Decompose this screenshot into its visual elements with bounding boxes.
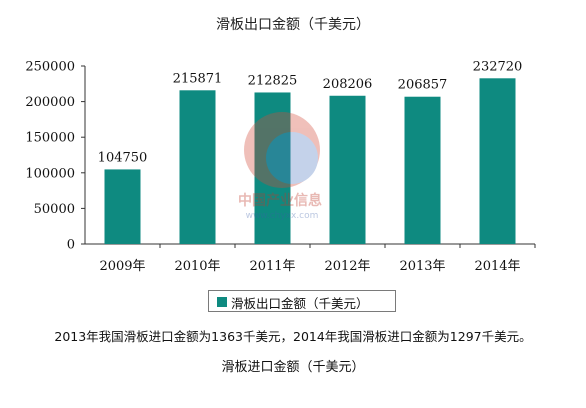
x-tick-label: 2010年 [174, 259, 220, 274]
x-tick-label: 2014年 [474, 259, 520, 274]
caption-text: 2013年我国滑板进口金额为1363千美元，2014年我国滑板进口金额为1297… [54, 329, 532, 344]
legend: 滑板出口金额（千美元） [208, 290, 396, 312]
x-tick-label: 2012年 [324, 259, 370, 274]
y-tick-label: 0 [67, 238, 75, 253]
bar [479, 78, 516, 244]
data-label: 232720 [473, 59, 523, 74]
data-label: 104750 [98, 150, 148, 165]
bar-chart: 0 50000 100000 150000 200000 250000 104750 2009… [25, 59, 536, 274]
bar [329, 95, 366, 244]
watermark-subtext: www.chyxx.com [246, 211, 319, 221]
legend-swatch [217, 297, 227, 307]
y-tick-label: 100000 [25, 166, 75, 181]
subcaption-text: 滑板进口金额（千美元） [221, 360, 365, 375]
y-tick-label: 250000 [25, 60, 75, 75]
data-label: 215871 [173, 71, 223, 86]
watermark: 中国产业信息 www.chyxx.com [238, 112, 322, 221]
x-tick-label: 2009年 [99, 259, 145, 274]
bar [104, 169, 141, 244]
bar [179, 90, 216, 244]
data-label: 208206 [323, 77, 373, 92]
data-label: 206857 [398, 78, 448, 93]
y-tick-label: 50000 [34, 202, 75, 217]
bar [404, 96, 441, 244]
y-tick-label: 150000 [25, 131, 75, 146]
chart-title: 滑板出口金额（千美元） [216, 17, 370, 33]
x-tick-label: 2011年 [249, 259, 295, 274]
watermark-logo [244, 112, 320, 188]
x-tick-label: 2013年 [399, 259, 445, 274]
y-tick-label: 200000 [25, 95, 75, 110]
bar [254, 92, 291, 244]
watermark-logo-inner [266, 132, 318, 184]
watermark-text: 中国产业信息 [238, 192, 322, 209]
data-label: 212825 [248, 73, 298, 88]
legend-label: 滑板出口金额（千美元） [231, 296, 369, 311]
